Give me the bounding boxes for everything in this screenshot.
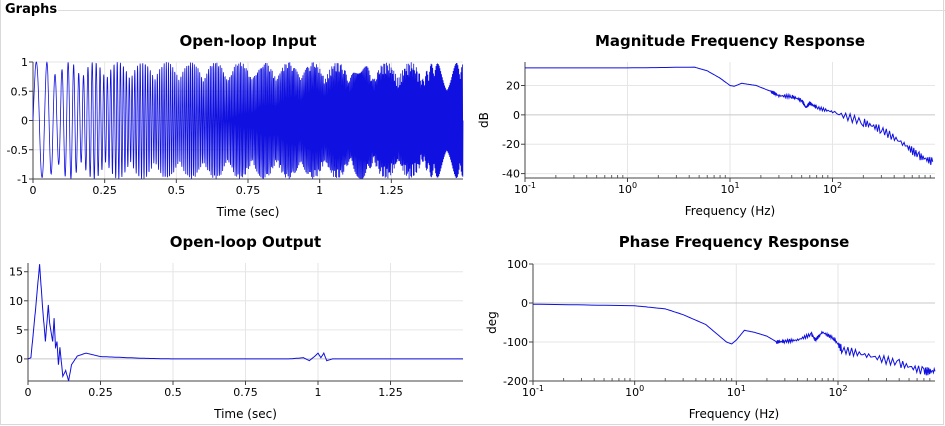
chart-input: Open-loop Input 0 0.25 0.5 0.75 1 1.25 1 0.5 0 -0.… — [7, 32, 464, 219]
series-line-input — [32, 61, 464, 180]
x-tick-label: 0.5 — [164, 386, 182, 399]
x-tick-label: 1 — [315, 386, 322, 399]
y-tick-label: 1 — [21, 56, 28, 69]
x-tick-label: 10-1 — [522, 384, 544, 399]
y-axis-label: dB — [477, 112, 491, 128]
y-tick-label: -20 — [502, 138, 520, 151]
y-tick-label: -0.5 — [7, 144, 28, 157]
x-tick-label: 100 — [618, 181, 637, 196]
y-tick-label: -40 — [502, 168, 520, 181]
chart-magnitude: Magnitude Frequency Response 10-1 100 101 10… — [477, 32, 935, 218]
y-axis-label: deg — [485, 311, 499, 334]
y-tick-label: -200 — [503, 375, 528, 388]
x-tick-label: 0.25 — [88, 386, 113, 399]
chart-title: Magnitude Frequency Response — [595, 32, 865, 50]
x-tick-label: 0.5 — [168, 184, 186, 197]
panel-divider — [58, 10, 945, 11]
x-tick-label: 0.75 — [233, 386, 258, 399]
x-tick-label: 102 — [823, 181, 842, 196]
x-tick-label: 10-1 — [514, 181, 536, 196]
chart-title: Open-loop Input — [179, 32, 316, 50]
y-tick-label: 15 — [9, 266, 23, 279]
y-tick-label: 0 — [521, 297, 528, 310]
x-tick-label: 1.25 — [379, 184, 404, 197]
y-tick-label: 100 — [507, 258, 528, 271]
series-line-output — [27, 264, 463, 382]
x-tick-label: 101 — [720, 181, 739, 196]
x-tick-label: 0 — [30, 184, 37, 197]
y-tick-label: 20 — [506, 79, 520, 92]
panel-title: Graphs — [5, 2, 58, 17]
x-tick-label: 0.75 — [236, 184, 261, 197]
x-axis-label: Time (sec) — [213, 407, 277, 421]
x-tick-label: 102 — [828, 384, 847, 399]
y-tick-label: 0 — [21, 115, 28, 128]
series-line-magnitude — [525, 66, 934, 166]
x-tick-label: 0.25 — [92, 184, 117, 197]
y-tick-label: 5 — [16, 324, 23, 337]
x-tick-label: 1 — [316, 184, 323, 197]
x-tick-label: 0 — [25, 386, 32, 399]
y-tick-label: 0 — [513, 109, 520, 122]
y-tick-label: 10 — [9, 295, 23, 308]
y-tick-label: 0.5 — [11, 85, 29, 98]
chart-title: Open-loop Output — [170, 233, 321, 251]
x-tick-label: 101 — [727, 384, 746, 399]
chart-phase: Phase Frequency Response 10-1 100 101 102 100… — [485, 233, 936, 421]
series-line-phase — [532, 303, 936, 376]
x-axis-label: Frequency (Hz) — [689, 407, 780, 421]
y-tick-label: 0 — [16, 353, 23, 366]
chart-output: Open-loop Output 0 0.25 0.5 0.75 1 1.25 15 10 5 0 T… — [9, 233, 463, 421]
x-tick-label: 1.25 — [378, 386, 403, 399]
y-tick-label: -100 — [503, 336, 528, 349]
chart-title: Phase Frequency Response — [619, 233, 850, 251]
y-tick-label: -1 — [17, 173, 28, 186]
x-axis-label: Frequency (Hz) — [685, 204, 776, 218]
x-tick-label: 100 — [625, 384, 644, 399]
x-axis-label: Time (sec) — [216, 205, 280, 219]
